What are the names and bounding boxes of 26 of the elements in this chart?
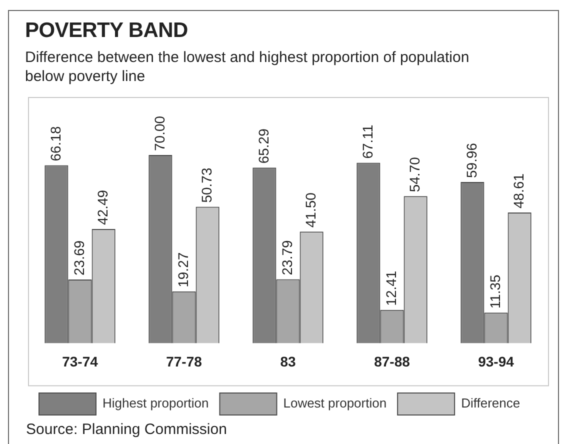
x-tick-label: 93-94 — [478, 353, 514, 370]
x-tick-label: 73-74 — [62, 353, 98, 370]
data-label: 19.27 — [174, 252, 191, 288]
data-label: 67.11 — [359, 124, 376, 159]
data-label: 54.70 — [406, 156, 422, 192]
data-label: 12.41 — [382, 270, 399, 306]
source-note: Source: Planning Commission — [26, 421, 227, 439]
legend-label: Difference — [461, 396, 520, 411]
data-label: 66.18 — [47, 126, 64, 162]
data-label: 42.49 — [94, 190, 110, 225]
data-label: 11.35 — [486, 274, 503, 309]
chart-subtitle: Difference between the lowest and highest proportion of population below poverty line — [25, 48, 470, 86]
chart-title: POVERTY BAND — [25, 18, 188, 44]
data-label: 65.29 — [255, 128, 272, 164]
data-label: 59.96 — [463, 142, 480, 178]
x-tick-label: 77-78 — [166, 353, 202, 370]
legend-label: Lowest proportion — [283, 396, 387, 411]
data-label: 41.50 — [302, 192, 318, 228]
data-label: 48.61 — [510, 173, 526, 209]
data-label: 50.73 — [198, 168, 214, 203]
data-label: 23.69 — [70, 240, 87, 276]
legend-label: Highest proportion — [102, 396, 209, 411]
x-tick-label: 87-88 — [374, 353, 410, 370]
data-label: 23.79 — [278, 240, 295, 276]
x-tick-label: 83 — [280, 353, 296, 370]
data-label: 70.00 — [151, 116, 168, 151]
